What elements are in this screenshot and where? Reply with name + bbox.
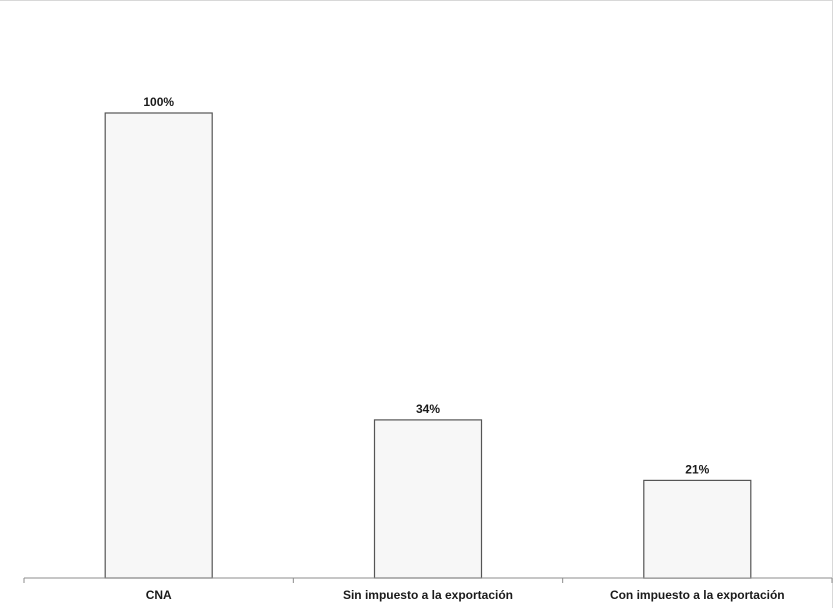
bar-3 <box>643 479 752 579</box>
data-label-2: 34% <box>416 402 440 416</box>
data-label-1: 100% <box>143 95 174 109</box>
data-label-3: 21% <box>685 462 709 476</box>
bars-layer <box>104 112 752 579</box>
x-axis: CNA Sin impuesto a la exportación Con impu… <box>23 577 833 602</box>
bar-1 <box>104 112 213 579</box>
x-tick-label-2: Sin impuesto a la exportación <box>343 588 513 602</box>
bar-2 <box>373 419 483 579</box>
x-tick-label-3: Con impuesto a la exportación <box>610 588 785 602</box>
x-tick-label-1: CNA <box>146 588 172 602</box>
data-labels-layer: 100% 34% 21% <box>143 95 709 476</box>
